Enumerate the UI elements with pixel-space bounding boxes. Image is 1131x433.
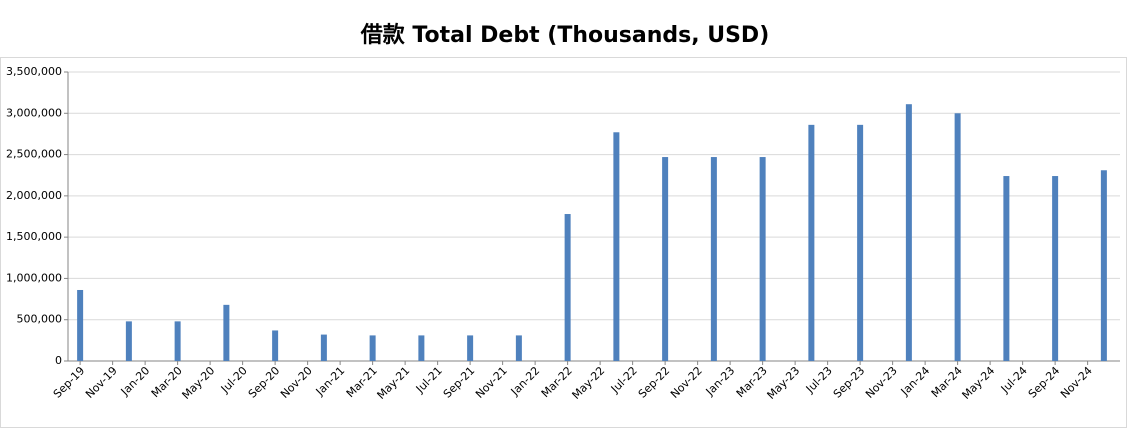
y-tick-label: 2,500,000 [6,148,62,161]
y-tick-label: 3,000,000 [6,106,62,119]
x-tick-label: May-23 [765,364,803,402]
x-tick-label: Mar-22 [539,364,575,400]
bar [759,157,766,361]
bar [808,124,815,362]
bar [954,113,961,362]
y-tick-label: 2,000,000 [6,189,62,202]
y-tick-label: 0 [55,354,62,367]
x-tick-label: May-24 [960,364,998,402]
x-tick-label: Sep-23 [831,364,868,401]
y-tick-label: 1,000,000 [6,271,62,284]
bar [710,157,717,361]
x-tick-label: May-20 [180,364,218,402]
x-tick-label: Sep-21 [441,364,478,401]
x-tick-label: Nov-21 [473,364,510,401]
bar [515,335,522,361]
x-tick-label: May-22 [570,364,608,402]
x-tick-label: Sep-20 [246,364,283,401]
x-tick-label: Sep-22 [636,364,673,401]
bar [174,321,181,361]
y-tick-label: 3,500,000 [6,65,62,78]
x-tick-label: Mar-23 [734,364,770,400]
x-tick-label: Mar-20 [149,364,185,400]
bar [418,335,425,361]
bar [223,304,230,361]
x-tick-label: Nov-23 [863,364,900,401]
bar [467,335,474,361]
y-tick-label: 1,500,000 [6,230,62,243]
x-tick-label: Jan-21 [313,364,348,399]
bar [320,334,327,361]
x-tick-label: Nov-22 [668,364,705,401]
bar [613,132,620,361]
chart-title: 借款 Total Debt (Thousands, USD) [360,22,770,48]
y-tick-label: 500,000 [17,313,63,326]
bar [125,321,132,361]
x-tick-label: Mar-24 [929,364,965,400]
bar [857,124,864,362]
bar [662,157,669,361]
bar [564,214,571,361]
x-tick-label: Sep-19 [51,364,88,401]
bar [905,104,912,362]
x-tick-label: Jan-24 [898,364,933,399]
x-tick-label: Sep-24 [1026,364,1063,401]
bar [369,335,376,361]
bar [77,289,84,361]
x-tick-label: Jan-23 [703,364,738,399]
bar [272,330,279,361]
bar [1003,176,1010,361]
x-tick-label: Mar-21 [344,364,380,400]
x-tick-label: Jan-22 [508,364,543,399]
x-tick-label: May-21 [375,364,413,402]
x-tick-label: Jan-20 [118,364,153,399]
bar [1100,170,1107,361]
x-tick-label: Nov-24 [1058,364,1095,401]
plot-frame [0,57,1127,428]
x-tick-label: Nov-19 [83,364,120,401]
bar [1052,176,1059,361]
x-tick-label: Nov-20 [278,364,315,401]
